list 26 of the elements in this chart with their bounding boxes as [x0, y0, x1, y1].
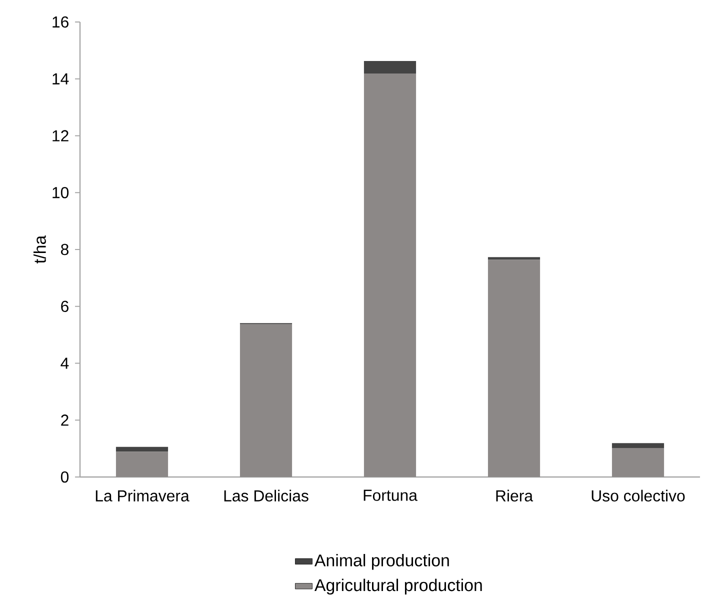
x-tick-label: Fortuna: [364, 490, 418, 501]
bar: [612, 448, 664, 477]
x-tick-label: Las Delicias: [224, 490, 308, 502]
y-tick-label: 0: [60, 471, 69, 483]
y-tick-label: 12: [52, 130, 68, 142]
x-tick-label: La Primavera: [96, 490, 190, 502]
bar: [488, 257, 540, 260]
y-tick-label: 2: [61, 414, 68, 426]
bar: [116, 446, 168, 452]
legend-label: Agricultural production: [314, 578, 482, 595]
bar: [612, 443, 664, 448]
y-tick-label: 6: [61, 300, 68, 312]
y-tick-label: 4: [60, 358, 69, 369]
bar: [488, 260, 540, 477]
y-tick-label: 8: [61, 244, 68, 256]
y-axis-title: t/ha: [34, 235, 46, 264]
bar: [364, 60, 416, 74]
y-tick-label: 10: [52, 186, 69, 198]
x-tick-label: Riera: [496, 490, 534, 502]
bar: [240, 324, 292, 477]
legend-label: Animal production: [314, 554, 449, 570]
x-tick-label: Uso colectivo: [592, 490, 685, 502]
y-tick-label: 14: [52, 73, 69, 84]
bar: [364, 73, 416, 477]
y-tick-label: 16: [52, 16, 68, 28]
bar: [116, 452, 168, 477]
